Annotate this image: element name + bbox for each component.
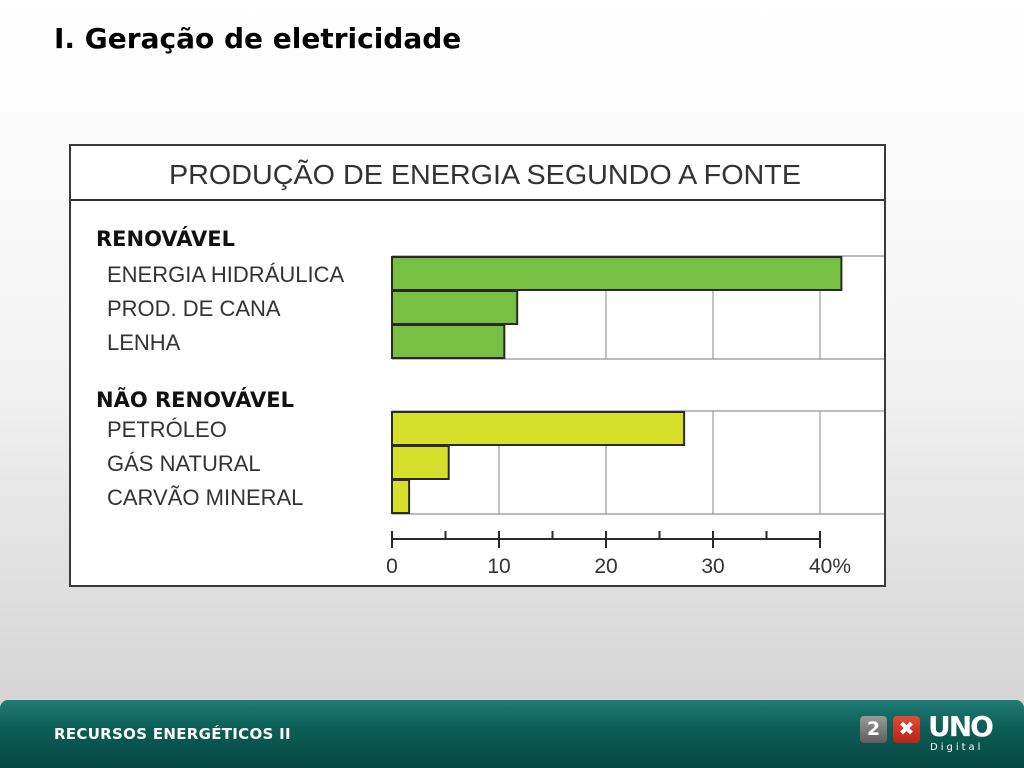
group-label: RENOVÁVEL <box>96 226 235 251</box>
logo-2-icon: 2 <box>860 716 887 743</box>
category-label: CARVÃO MINERAL <box>107 485 303 510</box>
logo-x-icon: ✖ <box>893 716 920 743</box>
bar <box>391 256 843 291</box>
bar-chart: PRODUÇÃO DE ENERGIA SEGUNDO A FONTE RENOV… <box>71 159 884 578</box>
brand-logo: 2 ✖ UNO Digital <box>860 710 1010 758</box>
bar <box>391 411 686 446</box>
bar <box>391 445 450 480</box>
bar <box>391 479 411 514</box>
x-tick-label: 40% <box>809 555 851 578</box>
category-label: GÁS NATURAL <box>107 451 261 476</box>
footer-bar: RECURSOS ENERGÉTICOS II 2 ✖ UNO Digital <box>0 700 1024 768</box>
slide-title: I. Geração de eletricidade <box>54 22 462 55</box>
x-tick-label: 20 <box>594 555 617 578</box>
category-label: ENERGIA HIDRÁULICA <box>107 262 344 287</box>
category-label: LENHA <box>107 330 181 355</box>
x-tick-label: 30 <box>701 555 724 578</box>
bar <box>391 290 519 325</box>
category-label: PETRÓLEO <box>107 417 227 442</box>
x-tick-label: 10 <box>487 555 510 578</box>
footer-title: RECURSOS ENERGÉTICOS II <box>54 725 291 743</box>
category-label: PROD. DE CANA <box>107 296 281 321</box>
bar <box>391 324 506 359</box>
chart-title: PRODUÇÃO DE ENERGIA SEGUNDO A FONTE <box>169 159 801 190</box>
chart-panel: PRODUÇÃO DE ENERGIA SEGUNDO A FONTE RENOV… <box>69 144 886 587</box>
group-label: NÃO RENOVÁVEL <box>96 387 294 412</box>
logo-sub-text: Digital <box>930 742 984 753</box>
x-tick-label: 0 <box>386 555 398 578</box>
logo-brand-text: UNO <box>928 710 994 743</box>
